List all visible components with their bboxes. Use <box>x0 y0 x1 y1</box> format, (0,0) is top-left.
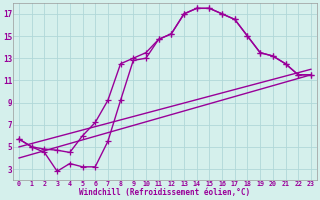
X-axis label: Windchill (Refroidissement éolien,°C): Windchill (Refroidissement éolien,°C) <box>79 188 251 197</box>
